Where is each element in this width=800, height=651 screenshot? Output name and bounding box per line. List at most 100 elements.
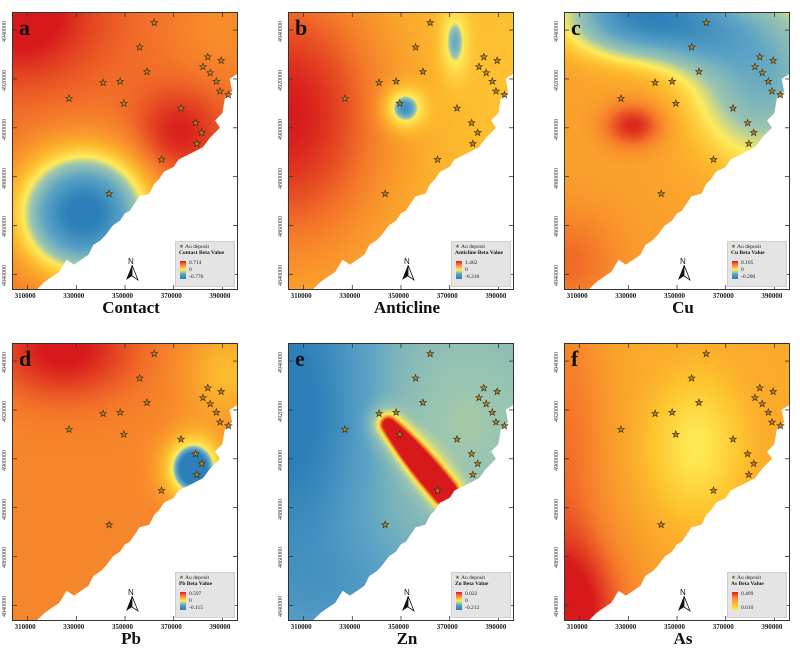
legend-deposit-entry: ★ Au deposit bbox=[455, 575, 507, 581]
au-deposit-star-icon bbox=[728, 103, 738, 112]
legend-color-ramp bbox=[180, 592, 186, 610]
north-arrow: N bbox=[677, 588, 691, 613]
map-area: a ★ Au deposit Contact Beta Value 0.714 … bbox=[12, 12, 238, 290]
legend-min-value: 0.010 bbox=[741, 605, 754, 611]
au-deposit-star-icon bbox=[776, 421, 785, 430]
x-tick-label: 350000 bbox=[112, 292, 133, 300]
legend-deposit-entry: ★ Au deposit bbox=[179, 575, 231, 581]
au-deposit-star-icon bbox=[749, 128, 758, 137]
x-tick-label: 390000 bbox=[761, 623, 783, 631]
legend-deposit-label: Au deposit bbox=[737, 575, 762, 581]
star-icon: ★ bbox=[731, 244, 736, 250]
panel-letter: d bbox=[19, 346, 32, 371]
north-arrow: N bbox=[401, 588, 415, 613]
sea-mask bbox=[13, 13, 237, 289]
map-legend: ★ Au deposit Zn Beta Value 0.022 0 -0.21… bbox=[451, 572, 511, 618]
au-deposit-star-icon bbox=[340, 94, 350, 103]
au-deposit-star-icon bbox=[757, 399, 767, 408]
au-deposit-star-icon bbox=[119, 429, 129, 438]
north-label: N bbox=[404, 588, 410, 597]
legend-mid-value: 0 bbox=[465, 267, 468, 273]
star-icon: ★ bbox=[455, 244, 460, 250]
panel-caption: Contact bbox=[102, 298, 160, 317]
y-tick-label: 4900000 bbox=[2, 118, 8, 140]
au-deposit-star-icon bbox=[64, 94, 74, 103]
au-deposit-star-icon bbox=[198, 62, 208, 71]
au-deposit-star-icon bbox=[157, 155, 166, 164]
au-deposit-star-icon bbox=[433, 486, 442, 495]
au-deposit-star-icon bbox=[479, 383, 489, 392]
panel-caption: Zn bbox=[396, 629, 418, 648]
map-area: f ★ Au deposit As Beta Value 0.409 0.010… bbox=[564, 343, 790, 621]
legend-mid-value: 0 bbox=[465, 598, 468, 604]
x-tick-label: 370000 bbox=[436, 623, 458, 631]
y-tick-label: 4860000 bbox=[278, 216, 284, 238]
panel-letter: f bbox=[571, 346, 579, 371]
au-deposit-star-icon bbox=[492, 387, 502, 396]
sea-mask bbox=[289, 344, 513, 620]
x-tick-label: 370000 bbox=[712, 292, 734, 300]
x-tick-label: 370000 bbox=[436, 292, 458, 300]
au-deposit-star-icon bbox=[764, 76, 773, 86]
au-deposit-star-icon bbox=[425, 349, 435, 358]
x-tick-label: 350000 bbox=[388, 623, 409, 631]
legend-deposit-label: Au deposit bbox=[737, 244, 762, 250]
sea-mask bbox=[289, 13, 513, 289]
au-deposit-star-icon bbox=[750, 393, 760, 402]
au-deposit-star-icon bbox=[768, 56, 778, 65]
au-deposit-star-icon bbox=[616, 94, 626, 103]
x-tick-label: 350000 bbox=[112, 623, 133, 631]
au-deposit-star-icon bbox=[216, 56, 226, 65]
legend-max-value: 0.409 bbox=[741, 591, 754, 597]
map-panel-a: a ★ Au deposit Contact Beta Value 0.714 … bbox=[0, 0, 262, 320]
x-tick-label: 310000 bbox=[290, 623, 312, 631]
legend-mid-value: 0 bbox=[189, 598, 192, 604]
map-area: b ★ Au deposit Anticline Beta Value 1.46… bbox=[288, 12, 514, 290]
map-panel-e: e ★ Au deposit Zn Beta Value 0.022 0 -0.… bbox=[276, 331, 538, 651]
au-deposit-star-icon bbox=[374, 409, 384, 418]
au-deposit-star-icon bbox=[492, 56, 502, 65]
y-tick-label: 4880000 bbox=[278, 498, 284, 520]
au-deposit-star-icon bbox=[667, 407, 677, 416]
au-deposit-star-icon bbox=[701, 349, 711, 358]
legend-min-value: -0.212 bbox=[465, 605, 480, 611]
au-deposit-star-icon bbox=[149, 18, 159, 27]
map-area: c ★ Au deposit Cu Beta Value 0.105 0 -0.… bbox=[564, 12, 790, 290]
au-deposit-star-icon bbox=[767, 86, 777, 95]
map-panel-d: d ★ Au deposit Pb Beta Value 0.597 0 -0.… bbox=[0, 331, 262, 651]
y-tick-label: 4860000 bbox=[2, 216, 8, 238]
legend-min-value: -0.115 bbox=[189, 605, 204, 611]
au-deposit-star-icon bbox=[744, 139, 754, 148]
y-tick-label: 4880000 bbox=[2, 498, 8, 520]
au-deposit-star-icon bbox=[418, 398, 428, 407]
sea-mask bbox=[13, 344, 237, 620]
au-deposit-star-icon bbox=[224, 90, 233, 99]
y-tick-label: 4940000 bbox=[278, 352, 284, 374]
legend-mid-value: 0 bbox=[189, 267, 192, 273]
north-label: N bbox=[128, 257, 134, 266]
x-tick-label: 350000 bbox=[664, 292, 685, 300]
x-tick-label: 310000 bbox=[566, 623, 588, 631]
north-arrow-icon bbox=[678, 596, 691, 613]
panel-caption: As bbox=[673, 629, 693, 648]
au-deposit-star-icon bbox=[650, 409, 660, 418]
au-deposit-star-icon bbox=[687, 373, 696, 382]
au-deposit-star-icon bbox=[192, 470, 202, 479]
au-deposit-star-icon bbox=[749, 459, 758, 468]
au-deposit-star-icon bbox=[215, 86, 225, 95]
legend-color-ramp bbox=[732, 592, 738, 610]
legend-mid-value: 0 bbox=[741, 267, 744, 273]
au-deposit-star-icon bbox=[467, 449, 476, 458]
panel-caption: Anticline bbox=[373, 298, 441, 317]
y-tick-label: 4860000 bbox=[278, 547, 284, 569]
map-area: e ★ Au deposit Zn Beta Value 0.022 0 -0.… bbox=[288, 343, 514, 621]
legend-deposit-entry: ★ Au deposit bbox=[731, 244, 783, 250]
legend-color-ramp bbox=[180, 261, 186, 279]
y-tick-label: 4860000 bbox=[554, 547, 560, 569]
legend-min-value: -0.776 bbox=[189, 274, 204, 280]
au-deposit-star-icon bbox=[452, 434, 462, 443]
au-deposit-star-icon bbox=[216, 387, 226, 396]
panel-letter: a bbox=[19, 15, 30, 40]
au-deposit-star-icon bbox=[197, 128, 206, 137]
au-deposit-star-icon bbox=[452, 103, 462, 112]
